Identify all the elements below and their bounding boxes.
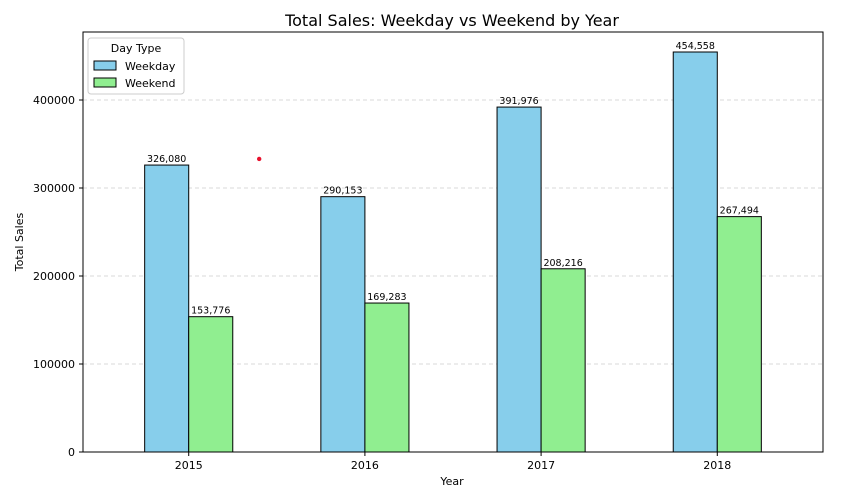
bar-weekend-2018 bbox=[716, 216, 762, 453]
y-axis-ticks: 0 100000 200000 300000 400000 bbox=[33, 94, 83, 459]
chart-title: Total Sales: Weekday vs Weekend by Year bbox=[284, 11, 619, 30]
bar-weekday-2015 bbox=[144, 164, 190, 453]
data-label: 169,283 bbox=[367, 292, 406, 303]
data-label: 326,080 bbox=[147, 154, 186, 165]
data-label: 153,776 bbox=[191, 306, 230, 317]
legend-title: Day Type bbox=[111, 42, 162, 55]
x-tick-label: 2018 bbox=[703, 459, 731, 472]
y-tick-label: 200000 bbox=[33, 270, 75, 283]
bar-weekday-2016 bbox=[320, 196, 366, 453]
marker-dot bbox=[256, 156, 262, 162]
x-axis-ticks: 2015 2016 2017 2018 bbox=[175, 452, 731, 472]
legend-label-weekday: Weekday bbox=[125, 60, 176, 73]
y-axis-label: Total Sales bbox=[13, 213, 26, 273]
bar-weekend-2015 bbox=[188, 316, 234, 453]
bar-weekday-2017 bbox=[496, 106, 542, 453]
x-tick-label: 2015 bbox=[175, 459, 203, 472]
data-label: 391,976 bbox=[499, 96, 538, 107]
x-tick-label: 2016 bbox=[351, 459, 379, 472]
data-label: 267,494 bbox=[720, 206, 759, 217]
legend-label-weekend: Weekend bbox=[125, 77, 175, 90]
data-label: 290,153 bbox=[323, 186, 362, 197]
y-tick-label: 400000 bbox=[33, 94, 75, 107]
x-tick-label: 2017 bbox=[527, 459, 555, 472]
bar-weekday-2018 bbox=[672, 51, 718, 453]
marker-group bbox=[256, 156, 262, 162]
y-tick-label: 100000 bbox=[33, 358, 75, 371]
legend-swatch-weekday bbox=[93, 60, 117, 71]
legend-swatch-weekend bbox=[93, 77, 117, 88]
data-label: 208,216 bbox=[543, 258, 582, 269]
y-tick-label: 0 bbox=[68, 446, 75, 459]
bar-weekend-2017 bbox=[540, 268, 586, 453]
data-label: 454,558 bbox=[676, 41, 715, 52]
bar-weekend-2016 bbox=[364, 302, 410, 453]
data-labels-group: 326,080 290,153 391,976 454,558 153,776 169,2… bbox=[147, 41, 759, 317]
plot-frame bbox=[82, 31, 824, 453]
x-axis-label: Year bbox=[439, 475, 464, 488]
legend: Day Type Weekday Weekend bbox=[87, 37, 185, 95]
y-tick-label: 300000 bbox=[33, 182, 75, 195]
bars-group bbox=[144, 51, 762, 453]
